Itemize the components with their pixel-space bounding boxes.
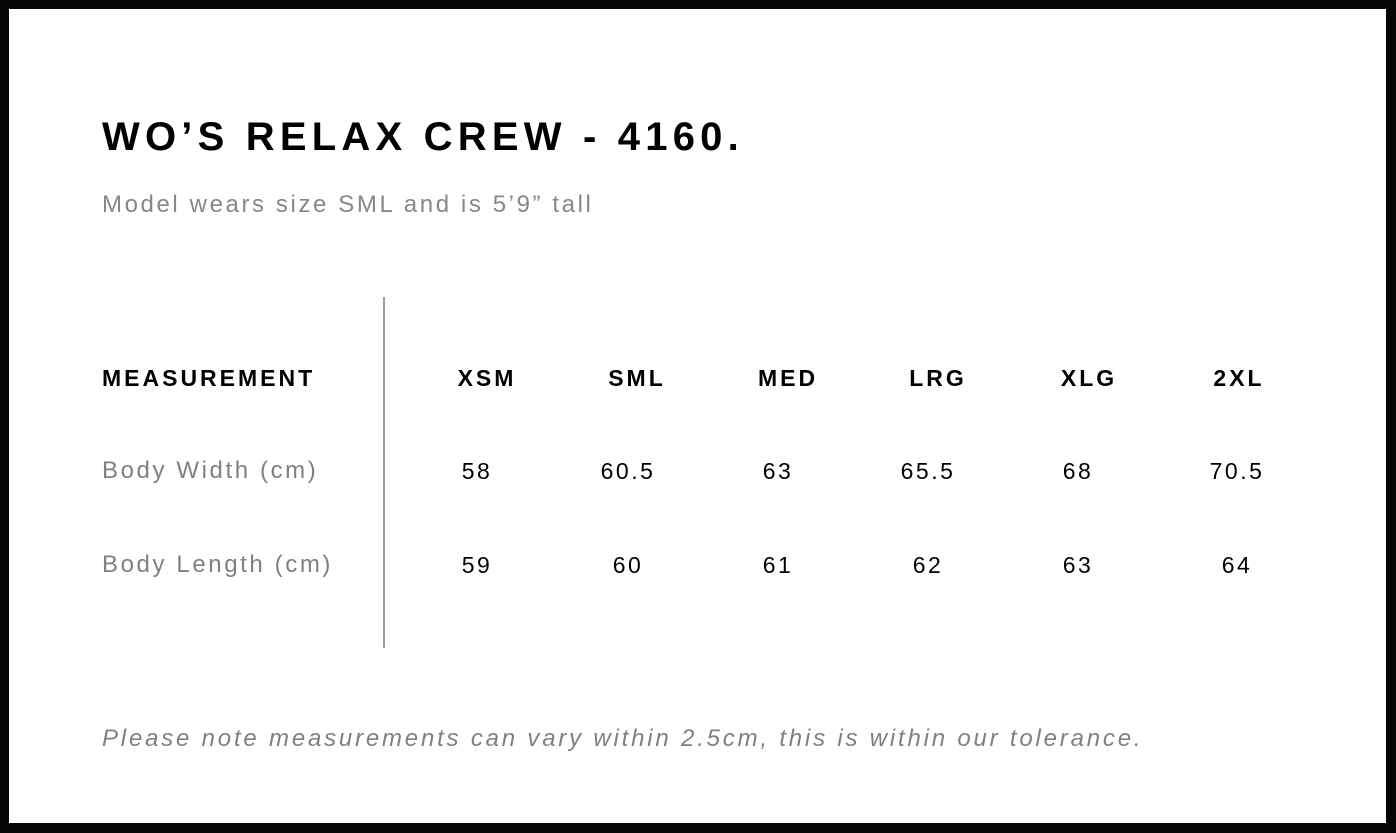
- size-header-lrg: LRG: [909, 365, 967, 391]
- table-cell: 61: [762, 552, 794, 578]
- table-cell: 65.5: [900, 458, 956, 484]
- table-cell: 63: [1062, 552, 1094, 578]
- table-cell: 62: [912, 552, 944, 578]
- row-label-body-length: Body Length (cm): [102, 551, 334, 578]
- size-header-xsm: XSM: [457, 365, 517, 391]
- table-cell: 68: [1062, 458, 1094, 484]
- page-title: WO’S RELAX CREW - 4160.: [102, 115, 744, 159]
- table-cell: 70.5: [1209, 458, 1265, 484]
- table-cell: 60: [612, 552, 644, 578]
- column-divider: [383, 297, 385, 648]
- size-header-xlg: XLG: [1060, 365, 1118, 391]
- table-cell: 64: [1221, 552, 1253, 578]
- size-header-sml: SML: [608, 365, 666, 391]
- size-header-2xl: 2XL: [1213, 365, 1265, 391]
- table-cell: 63: [762, 458, 794, 484]
- table-cell: 59: [461, 552, 493, 578]
- row-label-body-width: Body Width (cm): [102, 457, 319, 484]
- model-info: Model wears size SML and is 5’9” tall: [102, 191, 594, 218]
- tolerance-note: Please note measurements can vary within…: [102, 725, 1144, 752]
- table-cell: 60.5: [600, 458, 656, 484]
- table-cell: 58: [461, 458, 493, 484]
- size-header-med: MED: [757, 365, 819, 391]
- measurement-header: MEASUREMENT: [102, 365, 316, 391]
